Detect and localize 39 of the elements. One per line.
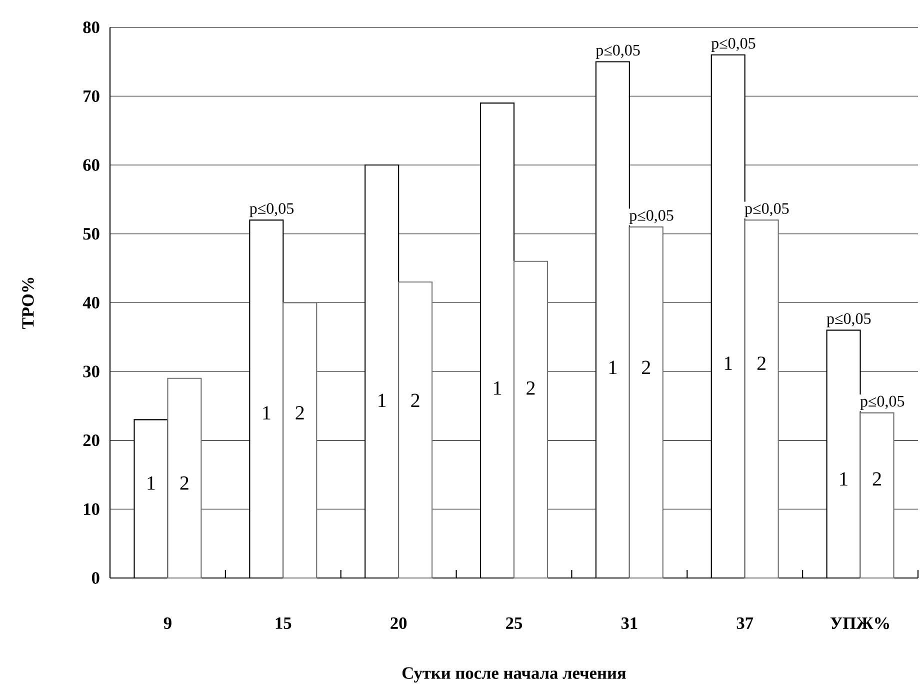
- y-tick-label: 10: [84, 503, 100, 515]
- y-tick-label: 60: [83, 159, 100, 171]
- text: 2: [180, 476, 188, 490]
- x-axis-title: Сутки после начала лечения: [402, 667, 626, 683]
- y-axis-title: ТРО%: [22, 278, 34, 329]
- annotation: p≤0,05: [744, 203, 789, 218]
- y-tick-label: 20: [83, 434, 100, 446]
- x-tick-label: 31: [621, 617, 638, 630]
- text: 1: [494, 381, 502, 395]
- text: 1: [724, 356, 732, 370]
- text: 1: [840, 472, 848, 486]
- series-label: 1: [609, 360, 616, 374]
- x-tick-label: 37: [736, 617, 754, 630]
- text: 1: [263, 406, 270, 420]
- y-tick-label: 50: [83, 228, 100, 240]
- y-tick-label: 0: [92, 572, 100, 584]
- x-tick-label: 9: [164, 617, 172, 630]
- x-tick-label: УПЖ%: [830, 617, 889, 630]
- y-tick-label: 80: [83, 21, 100, 34]
- y-tick-label: 70: [84, 90, 100, 102]
- x-tick-label: 25: [506, 617, 522, 630]
- text: 2: [526, 381, 535, 395]
- annotation: p≤0,05: [629, 210, 674, 224]
- series-label: 2: [872, 472, 881, 486]
- annotation: p≤0,05: [596, 44, 640, 59]
- text: 2: [296, 406, 304, 420]
- text: 1: [148, 476, 155, 490]
- y-tick-label: 30: [83, 366, 100, 378]
- annotation: p≤0,05: [711, 38, 756, 52]
- annotation: p≤0,05: [860, 396, 904, 410]
- y-tick-label: 40: [82, 296, 100, 309]
- x-tick-label: 20: [390, 617, 407, 630]
- text: 2: [757, 356, 766, 370]
- text: 2: [642, 360, 650, 374]
- text: 2: [411, 394, 420, 408]
- annotation: p≤0,05: [826, 313, 871, 328]
- x-tick-label: 15: [276, 617, 292, 629]
- annotation: p≤0,05: [250, 203, 294, 218]
- text: 1: [378, 394, 386, 408]
